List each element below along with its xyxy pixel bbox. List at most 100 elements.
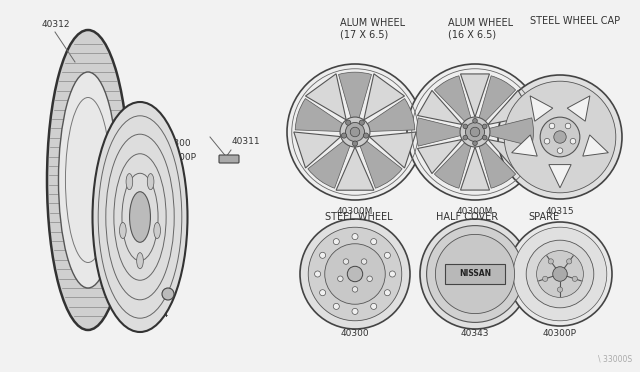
- Circle shape: [427, 225, 524, 323]
- Circle shape: [362, 259, 367, 264]
- Circle shape: [364, 133, 369, 138]
- Circle shape: [566, 259, 572, 264]
- Text: 40311: 40311: [232, 138, 260, 147]
- Wedge shape: [475, 76, 516, 132]
- Circle shape: [549, 123, 555, 129]
- Circle shape: [508, 222, 612, 326]
- Circle shape: [367, 276, 372, 282]
- Polygon shape: [364, 74, 404, 120]
- Circle shape: [385, 252, 390, 258]
- Wedge shape: [355, 99, 415, 132]
- Polygon shape: [369, 132, 416, 168]
- Circle shape: [353, 141, 358, 146]
- Circle shape: [513, 227, 607, 321]
- Text: 40224: 40224: [141, 310, 169, 319]
- Circle shape: [543, 276, 548, 282]
- Text: STEEL WHEEL: STEEL WHEEL: [325, 212, 392, 222]
- Text: 40312: 40312: [42, 20, 70, 29]
- Circle shape: [483, 124, 487, 129]
- Circle shape: [463, 124, 468, 129]
- Polygon shape: [294, 132, 340, 168]
- Circle shape: [341, 133, 347, 138]
- Polygon shape: [530, 96, 553, 121]
- Text: 40300M: 40300M: [337, 207, 373, 216]
- FancyBboxPatch shape: [219, 155, 239, 163]
- Circle shape: [371, 303, 377, 310]
- Circle shape: [470, 127, 480, 137]
- Polygon shape: [417, 90, 462, 125]
- Polygon shape: [567, 96, 590, 121]
- Wedge shape: [295, 99, 355, 132]
- Circle shape: [460, 117, 490, 147]
- Ellipse shape: [147, 174, 154, 190]
- Circle shape: [407, 64, 543, 200]
- Text: STEEL WHEEL CAP: STEEL WHEEL CAP: [530, 16, 620, 26]
- Circle shape: [526, 240, 594, 308]
- Wedge shape: [417, 118, 475, 146]
- Circle shape: [385, 290, 390, 296]
- Circle shape: [504, 81, 616, 193]
- Polygon shape: [305, 74, 346, 120]
- Polygon shape: [549, 164, 571, 188]
- Circle shape: [348, 266, 363, 282]
- Circle shape: [548, 259, 554, 264]
- Wedge shape: [308, 132, 355, 188]
- Ellipse shape: [154, 222, 161, 238]
- Circle shape: [340, 117, 370, 147]
- Circle shape: [498, 75, 622, 199]
- Wedge shape: [435, 76, 475, 132]
- Circle shape: [300, 219, 410, 329]
- Circle shape: [359, 120, 364, 125]
- Circle shape: [324, 244, 385, 304]
- Circle shape: [343, 259, 349, 264]
- Circle shape: [346, 122, 365, 141]
- Circle shape: [473, 141, 477, 145]
- Circle shape: [483, 135, 487, 140]
- Text: 40315: 40315: [546, 207, 574, 216]
- Circle shape: [557, 287, 563, 292]
- Circle shape: [333, 303, 339, 310]
- Circle shape: [389, 271, 396, 277]
- Circle shape: [553, 267, 567, 281]
- Wedge shape: [475, 118, 534, 146]
- Circle shape: [572, 276, 577, 282]
- Polygon shape: [488, 90, 532, 125]
- Circle shape: [287, 64, 423, 200]
- Circle shape: [540, 117, 580, 157]
- Text: SPARE: SPARE: [528, 212, 559, 222]
- Circle shape: [557, 148, 563, 153]
- Circle shape: [162, 288, 174, 300]
- Text: HALF COVER: HALF COVER: [436, 212, 498, 222]
- Wedge shape: [435, 132, 475, 188]
- Polygon shape: [511, 135, 537, 156]
- Circle shape: [315, 271, 321, 277]
- Circle shape: [319, 252, 326, 258]
- Wedge shape: [475, 132, 516, 188]
- Text: 40300P: 40300P: [543, 329, 577, 338]
- Polygon shape: [488, 140, 532, 174]
- Circle shape: [536, 251, 584, 297]
- Circle shape: [463, 135, 468, 140]
- Ellipse shape: [126, 174, 132, 190]
- Circle shape: [338, 276, 343, 282]
- Wedge shape: [339, 72, 371, 132]
- Text: 40343: 40343: [461, 329, 489, 338]
- Ellipse shape: [93, 102, 188, 332]
- Wedge shape: [355, 132, 402, 188]
- Circle shape: [435, 234, 515, 314]
- Ellipse shape: [120, 222, 126, 238]
- Circle shape: [346, 120, 351, 125]
- Circle shape: [565, 123, 571, 129]
- Circle shape: [333, 238, 339, 245]
- Polygon shape: [461, 74, 490, 117]
- Text: \ 33000S: \ 33000S: [598, 355, 632, 364]
- Circle shape: [465, 122, 484, 141]
- Circle shape: [352, 234, 358, 240]
- Polygon shape: [583, 135, 609, 156]
- Circle shape: [570, 138, 576, 144]
- Text: 40300: 40300: [340, 329, 369, 338]
- Text: ALUM WHEEL
(16 X 6.5): ALUM WHEEL (16 X 6.5): [448, 18, 513, 39]
- Circle shape: [371, 238, 377, 245]
- Polygon shape: [461, 147, 490, 190]
- Ellipse shape: [129, 192, 150, 242]
